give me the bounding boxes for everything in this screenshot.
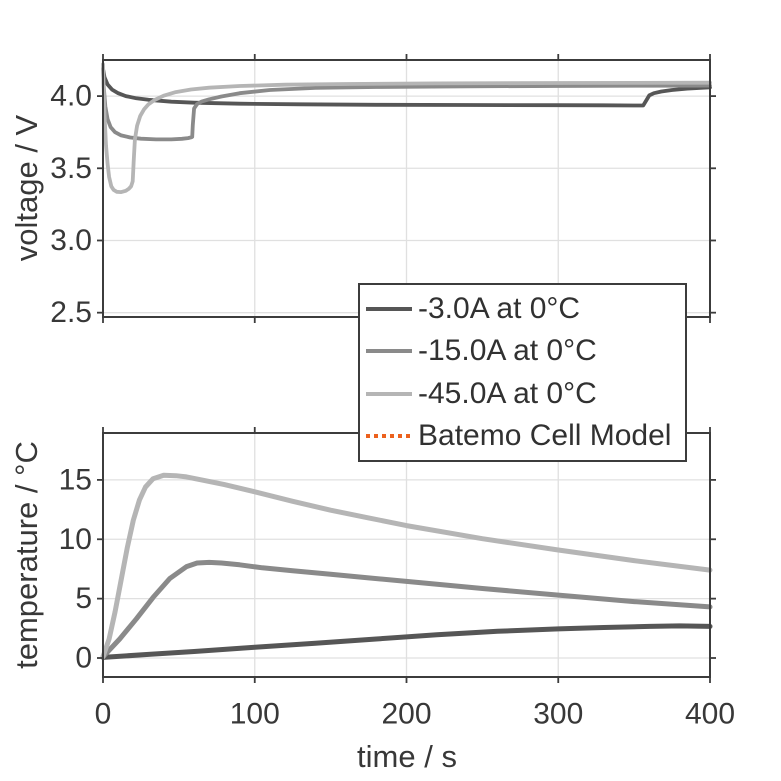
y-tick-label: 3.5 <box>50 152 92 185</box>
x-tick-label: 100 <box>230 698 280 731</box>
legend-line-sample-dark <box>366 307 412 312</box>
legend-item: -3.0A at 0°C <box>366 294 681 324</box>
legend-line-sample-medium <box>366 349 412 354</box>
legend: -3.0A at 0°C -15.0A at 0°C -45.0A at 0°C… <box>358 283 687 462</box>
series-line--45.0a-at-0-c <box>100 472 713 660</box>
legend-dotted-line-sample-model <box>366 433 412 438</box>
y-tick-label: 2.5 <box>50 296 92 329</box>
legend-item: Batemo Cell Model <box>366 418 681 452</box>
voltage-axis-label: voltage / V <box>9 114 44 262</box>
legend-line-sample-light <box>366 391 412 396</box>
legend-item-label: -3.0A at 0°C <box>418 292 581 326</box>
y-tick-label: 5 <box>75 582 92 615</box>
series-line--45.0a-at-0-c <box>101 62 712 195</box>
legend-item-label: Batemo Cell Model <box>418 418 672 452</box>
legend-item: -45.0A at 0°C <box>366 376 681 410</box>
y-tick-label: 15 <box>59 463 92 496</box>
time-axis-label: time / s <box>357 739 457 774</box>
series-line--15.0a-at-0-c <box>101 66 712 142</box>
legend-item-label: -45.0A at 0°C <box>418 376 597 410</box>
temperature-axis-label: temperature / °C <box>9 441 44 669</box>
series-line--15.0a-at-0-c <box>100 559 713 660</box>
series-line--3.0a-at-0-c <box>101 66 712 108</box>
series-line--3.0a-at-0-c <box>100 623 713 660</box>
y-tick-label: 0 <box>75 642 92 675</box>
legend-item: -15.0A at 0°C <box>366 336 681 366</box>
legend-item-label: -15.0A at 0°C <box>418 334 597 368</box>
x-tick-label: 300 <box>533 698 583 731</box>
y-tick-label: 3.0 <box>50 224 92 257</box>
y-tick-label: 10 <box>59 523 92 556</box>
x-tick-label: 400 <box>685 698 735 731</box>
x-tick-label: 0 <box>95 698 112 731</box>
x-tick-label: 200 <box>381 698 431 731</box>
y-tick-label: 4.0 <box>50 80 92 113</box>
